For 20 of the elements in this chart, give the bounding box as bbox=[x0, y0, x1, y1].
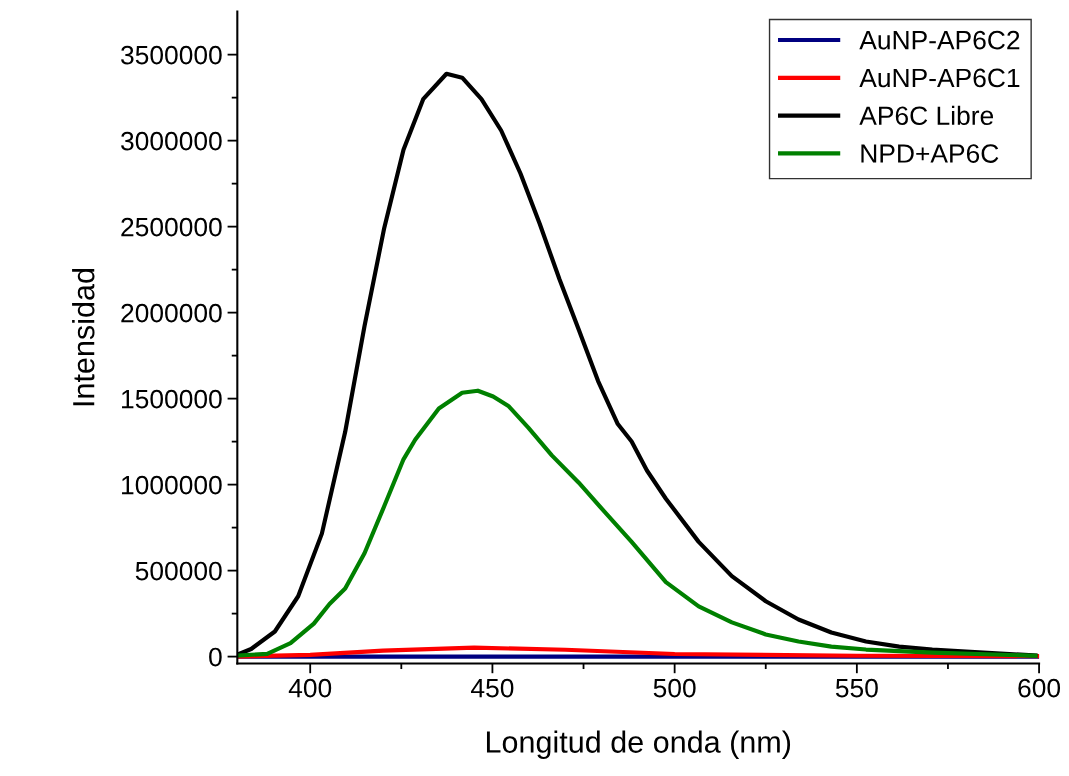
legend-label: NPD+AP6C bbox=[861, 144, 999, 163]
y-tick-label: 0 bbox=[209, 647, 222, 667]
x-axis-title: Longitud de onda (nm) bbox=[486, 730, 791, 759]
y-tick-label: 3000000 bbox=[121, 131, 222, 151]
legend-label: AuNP-AP6C2 bbox=[859, 30, 1020, 50]
y-axis-title: Intensidad bbox=[72, 269, 95, 406]
line-series bbox=[237, 388, 1038, 658]
y-tick-label: 2500000 bbox=[121, 217, 222, 237]
x-tick-label: 450 bbox=[471, 678, 514, 698]
y-tick-label: 500000 bbox=[135, 561, 222, 581]
y-tick-label: 3500000 bbox=[121, 45, 222, 65]
x-tick-label: 550 bbox=[835, 678, 878, 698]
legend-label: AP6C Libre bbox=[859, 105, 994, 126]
y-tick-label: 2000000 bbox=[121, 303, 222, 323]
x-tick-label: 600 bbox=[1018, 678, 1061, 698]
y-tick-label: 1000000 bbox=[122, 475, 222, 495]
x-tick-label: 500 bbox=[653, 678, 696, 698]
y-tick-label: 1500000 bbox=[122, 389, 222, 409]
x-tick-label: 400 bbox=[288, 678, 332, 698]
legend-label: AuNP-AP6C1 bbox=[859, 68, 1020, 88]
